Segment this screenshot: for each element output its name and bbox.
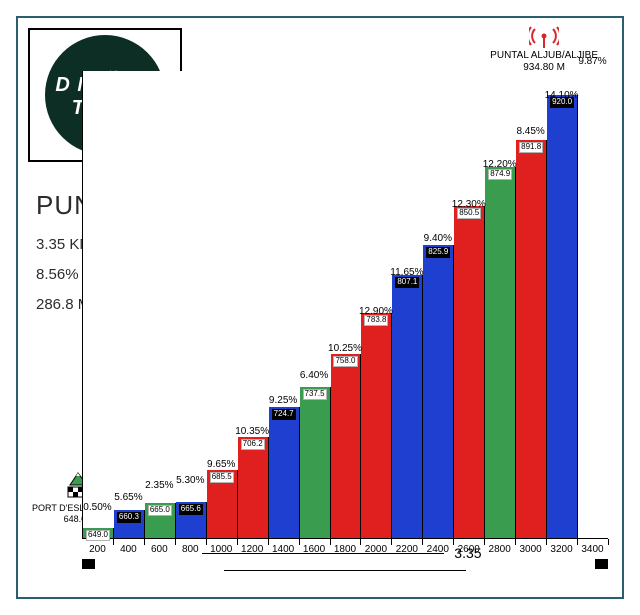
elevation-bar: 685.5	[207, 470, 238, 538]
elevation-bar: 724.7	[269, 407, 300, 538]
elevation-value: 665.6	[179, 504, 203, 515]
gradient-label: 11.65%	[390, 267, 423, 278]
elevation-value: 758.0	[333, 356, 357, 367]
gradient-label: 0.50%	[83, 502, 111, 513]
elevation-value: 737.5	[303, 389, 327, 400]
elevation-bar: 783.8	[361, 313, 392, 538]
inner-frame: Penya Ciclista D NDOLO TOD! PUNTAL ALJUB…	[16, 16, 624, 599]
elevation-bar: 649.0	[83, 528, 114, 538]
elevation-value: 660.3	[117, 512, 141, 523]
elevation-value: 891.8	[519, 142, 543, 153]
antenna-icon	[529, 26, 559, 48]
axis-tick-mark	[144, 539, 145, 545]
axis-tick-mark	[175, 539, 176, 545]
axis-tick-mark	[391, 539, 392, 545]
axis-tick-mark	[453, 539, 454, 545]
elevation-value: 685.5	[210, 472, 234, 483]
elevation-bar: 807.1	[392, 275, 423, 538]
page-frame: Penya Ciclista D NDOLO TOD! PUNTAL ALJUB…	[0, 0, 640, 615]
axis-tick-mark	[515, 539, 516, 545]
elevation-value: 807.1	[395, 277, 419, 288]
gradient-label: 10.35%	[235, 426, 269, 437]
gradient-label: 12.90%	[359, 306, 393, 317]
gradient-label: 12.30%	[452, 199, 486, 210]
axis-tick-mark	[360, 539, 361, 545]
elevation-bar: 706.2	[238, 437, 269, 538]
gradient-label: 5.65%	[114, 492, 142, 503]
axis-tick-mark	[237, 539, 238, 545]
axis-tick-mark	[113, 539, 114, 545]
gradient-label: 9.40%	[424, 233, 452, 244]
axis-tick-mark	[330, 539, 331, 545]
gradient-label: 14.10%	[545, 90, 579, 101]
chart-bars: 649.0 660.3 665.0 665.6 685.5 706.2 724.7 737.5…	[82, 71, 608, 539]
gradient-label: 5.30%	[176, 475, 204, 486]
elevation-value: 665.0	[148, 505, 172, 516]
gradient-label: 6.40%	[300, 370, 328, 381]
axis-tick-mark	[206, 539, 207, 545]
elevation-bar: 874.9	[485, 167, 516, 538]
gradient-label: 8.45%	[516, 126, 544, 137]
gradient-label: 9.87%	[578, 56, 606, 67]
elevation-bar: 665.0	[145, 503, 176, 538]
elevation-bar: 850.5	[454, 206, 485, 538]
chart-total-distance: 3.35	[82, 544, 608, 577]
elevation-bar: 825.9	[423, 245, 454, 538]
axis-tick-mark	[299, 539, 300, 545]
elevation-value: 649.0	[86, 530, 110, 541]
elevation-bar: 891.8	[516, 140, 547, 538]
elevation-value: 724.7	[272, 409, 296, 420]
elevation-bar: 758.0	[331, 354, 362, 538]
elevation-value: 874.9	[488, 169, 512, 180]
total-distance-value: 3.35	[448, 545, 487, 561]
gradient-label: 12.20%	[483, 159, 517, 170]
axis-tick-mark	[577, 539, 578, 545]
gradient-label: 10.25%	[328, 343, 362, 354]
elevation-bar: 737.5	[300, 387, 331, 538]
elevation-bar: 660.3	[114, 510, 145, 538]
axis-tick-mark	[422, 539, 423, 545]
axis-tick-mark	[546, 539, 547, 545]
elevation-bar: 665.6	[176, 502, 207, 538]
axis-tick-mark	[484, 539, 485, 545]
axis-tick-mark	[268, 539, 269, 545]
gradient-label: 9.25%	[269, 395, 297, 406]
gradient-label: 2.35%	[145, 480, 173, 491]
elevation-value: 825.9	[426, 247, 450, 258]
axis-tick-mark	[608, 539, 609, 545]
elevation-value: 706.2	[241, 439, 265, 450]
elevation-bar: 920.0	[547, 95, 578, 538]
gradient-label: 9.65%	[207, 459, 235, 470]
